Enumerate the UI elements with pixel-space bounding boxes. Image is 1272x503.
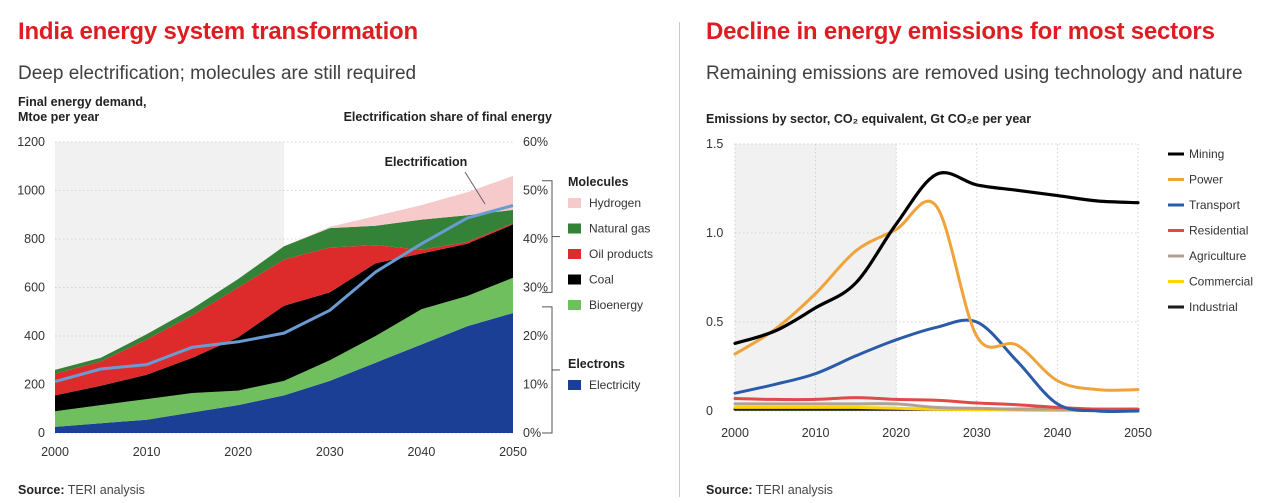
y-tick-label: 0.5 (706, 315, 723, 329)
y2-tick-label: 40% (523, 232, 548, 246)
area-hydrogen (55, 175, 513, 370)
y-tick-label: 200 (24, 378, 45, 392)
right-source: Source: TERI analysis (706, 483, 833, 497)
y2-tick-label: 20% (523, 329, 548, 343)
x-tick-label: 2020 (224, 445, 252, 459)
left-chart-title: India energy system transformation (18, 18, 418, 45)
right-chart-title: Decline in energy emissions for most sec… (706, 18, 1215, 45)
y-tick-label: 1.5 (706, 137, 723, 151)
electrons-bracket (542, 306, 553, 434)
electrification-annotation: Electrification (385, 155, 468, 169)
legend-swatch-bioenergy (568, 300, 581, 310)
left-source-label: Source: (18, 483, 65, 497)
legend-label-commercial: Commercial (1189, 275, 1253, 289)
y-tick-label: 0 (38, 426, 45, 440)
y-tick-label: 1200 (17, 135, 45, 149)
legend-heading-molecules: Molecules (568, 175, 628, 189)
legend-label-oil-products: Oil products (589, 247, 653, 261)
right-y-axis-label: Electrification share of final energy (343, 110, 552, 124)
y-tick-label: 0 (706, 404, 713, 418)
y-tick-label: 1.0 (706, 226, 723, 240)
right-source-label: Source: (706, 483, 753, 497)
x-tick-label: 2000 (721, 426, 749, 440)
legend-label-electricity: Electricity (589, 378, 640, 392)
x-tick-label: 2030 (963, 426, 991, 440)
panel-divider (679, 22, 680, 497)
x-tick-label: 2010 (802, 426, 830, 440)
legend-label-natural-gas: Natural gas (589, 222, 650, 236)
legend-swatch-hydrogen (568, 198, 581, 208)
legend-label-hydrogen: Hydrogen (589, 196, 641, 210)
area-coal (55, 224, 513, 412)
y-tick-label: 600 (24, 281, 45, 295)
line-transport (733, 318, 1140, 414)
legend-label-agriculture: Agriculture (1189, 249, 1247, 263)
legend-label-power: Power (1189, 173, 1223, 187)
y-tick-label: 800 (24, 232, 45, 246)
legend-label-mining: Mining (1189, 147, 1224, 161)
x-tick-label: 2050 (499, 445, 527, 459)
legend-swatch-natural-gas (568, 223, 581, 234)
y-tick-label: 400 (24, 329, 45, 343)
x-tick-label: 2050 (1124, 426, 1152, 440)
electrification-callout-line (464, 171, 486, 205)
right-chart-subtitle: Remaining emissions are removed using te… (706, 63, 1243, 84)
y2-tick-label: 60% (523, 135, 548, 149)
legend-label-residential: Residential (1189, 224, 1248, 238)
area-electricity (55, 313, 513, 433)
x-tick-label: 2040 (407, 445, 435, 459)
legend-label-transport: Transport (1189, 198, 1241, 212)
legend-label-coal: Coal (589, 273, 614, 287)
legend-swatch-coal (568, 274, 581, 285)
legend-label-industrial: Industrial (1189, 300, 1238, 314)
x-tick-label: 2030 (316, 445, 344, 459)
y2-tick-label: 10% (523, 378, 548, 392)
y2-tick-label: 30% (523, 281, 548, 295)
y2-tick-label: 0% (523, 426, 541, 440)
x-tick-label: 2000 (41, 445, 69, 459)
left-source-text: TERI analysis (67, 483, 145, 497)
right-chart-panel: Decline in energy emissions for most sec… (690, 0, 1272, 503)
x-tick-label: 2020 (882, 426, 910, 440)
area-oil-products (55, 223, 513, 396)
left-chart-subtitle: Deep electrification; molecules are stil… (18, 63, 417, 84)
left-chart-panel: India energy system transformation Deep … (17, 18, 653, 497)
emissions-y-axis-label: Emissions by sector, CO₂ equivalent, Gt … (706, 112, 1032, 126)
legend-swatch-electricity (568, 380, 581, 390)
right-chart-svg: 0 0.5 1.0 1.5 2000 2010 2020 2030 2040 2050 Mining… (706, 137, 1253, 440)
legend-heading-electrons: Electrons (568, 357, 625, 371)
legend-label-bioenergy: Bioenergy (589, 298, 643, 312)
line-mining (733, 171, 1140, 345)
line-power (733, 199, 1140, 392)
area-natural-gas (55, 209, 513, 374)
left-source: Source: TERI analysis (18, 483, 145, 497)
legend-swatch-oil-products (568, 249, 581, 259)
y2-tick-label: 50% (523, 184, 548, 198)
y-tick-label: 1000 (17, 184, 45, 198)
x-tick-label: 2010 (133, 445, 161, 459)
line-electrification (54, 204, 514, 384)
x-tick-label: 2040 (1043, 426, 1071, 440)
left-chart-svg: 0 200 400 600 800 1000 1200 0% 10% 20% 30% 40% 50% 60… (17, 135, 653, 459)
left-y-axis-label: Final energy demand, Mtoe per year (18, 95, 147, 124)
right-source-text: TERI analysis (755, 483, 833, 497)
area-bioenergy (55, 277, 513, 427)
